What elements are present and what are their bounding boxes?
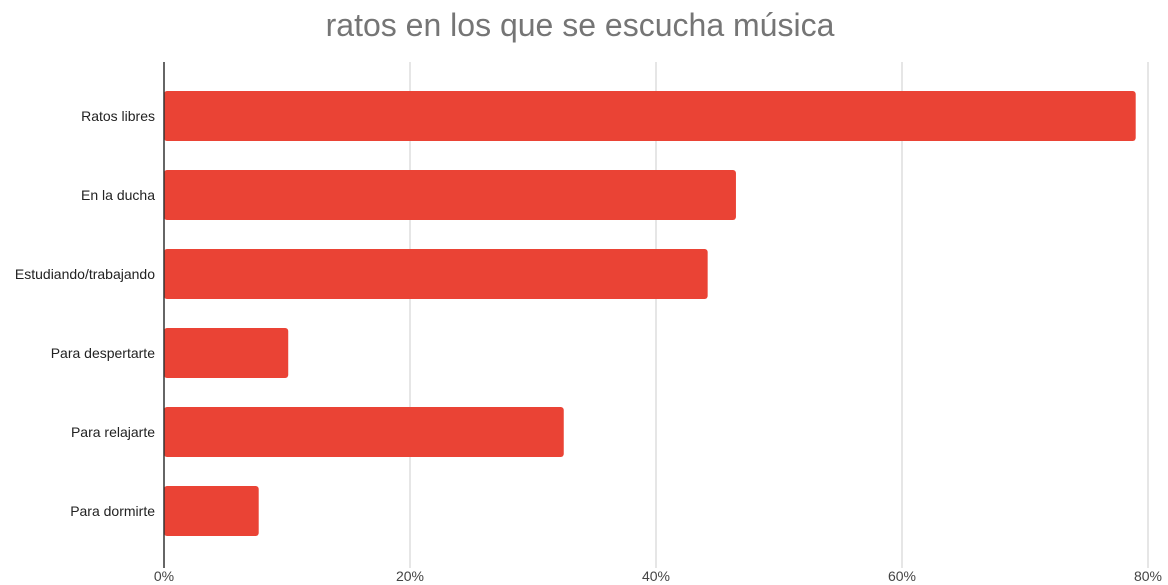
category-label: Ratos libres [81,108,155,124]
x-tick-labels: 0% 20% 40% 60% 80% [154,568,1162,584]
x-tick-label: 0% [154,568,174,584]
x-tick-label: 20% [396,568,424,584]
category-label: Estudiando/trabajando [15,266,155,282]
bar [164,486,259,536]
category-label: Para despertarte [51,345,155,361]
bar [164,249,708,299]
x-tick-label: 40% [642,568,670,584]
bar [164,91,1136,141]
x-tick-label: 60% [888,568,916,584]
category-label: Para dormirte [70,503,155,519]
bars [164,91,1136,536]
chart-title: ratos en los que se escucha música [326,7,835,43]
category-label: En la ducha [81,187,155,203]
gridlines [409,62,1149,568]
x-tick-label: 80% [1134,568,1162,584]
bar [164,407,564,457]
category-labels: Ratos libres En la ducha Estudiando/trabaj… [15,108,155,519]
bar [164,170,736,220]
category-label: Para relajarte [71,424,155,440]
bar [164,328,289,378]
